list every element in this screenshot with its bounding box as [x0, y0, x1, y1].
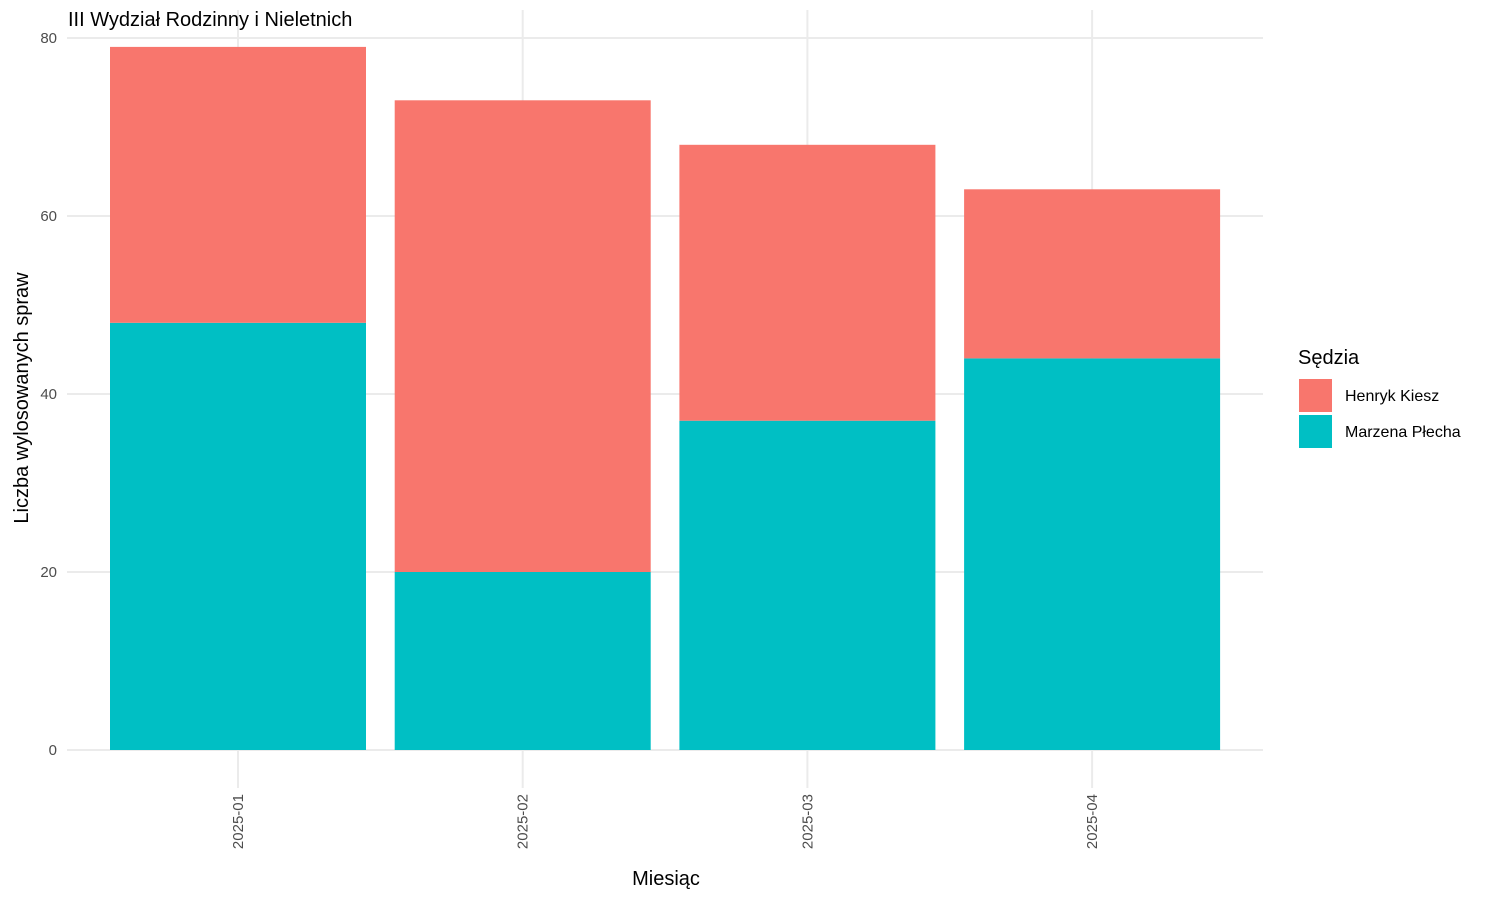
y-tick-label: 60 — [40, 208, 57, 225]
bar-2025-02-series-1 — [394, 100, 651, 573]
chart-title: III Wydział Rodzinny i Nieletnich — [68, 9, 352, 31]
legend-items: Henryk Kiesz Marzena Płecha — [1299, 379, 1461, 448]
y-axis-ticks: 0 20 40 60 80 — [40, 30, 57, 759]
y-tick-label: 80 — [40, 30, 57, 47]
bar-2025-04-series-1 — [964, 189, 1221, 359]
legend-swatch — [1299, 379, 1332, 412]
bar-2025-03-series-1 — [679, 144, 936, 421]
x-axis-ticks: 2025-01 2025-02 2025-03 2025-04 — [230, 794, 1101, 849]
legend-label: Marzena Płecha — [1345, 424, 1461, 441]
bar-2025-02-series-0 — [394, 572, 651, 750]
legend-title: Sędzia — [1298, 347, 1360, 369]
y-axis-title: Liczba wylosowanych spraw — [11, 272, 33, 524]
x-tick-label: 2025-03 — [799, 794, 816, 849]
bar-2025-04-series-0 — [964, 358, 1221, 750]
bars — [110, 46, 1221, 750]
legend: Sędzia Henryk Kiesz Marzena Płecha — [1298, 347, 1461, 448]
x-tick-label: 2025-04 — [1084, 794, 1101, 849]
bar-2025-03-series-0 — [679, 420, 936, 750]
y-tick-label: 40 — [40, 386, 57, 403]
bar-2025-01-series-0 — [110, 322, 366, 750]
y-tick-label: 0 — [49, 742, 57, 759]
y-tick-label: 20 — [40, 564, 57, 581]
legend-swatch — [1299, 415, 1332, 448]
x-tick-label: 2025-02 — [515, 794, 532, 849]
x-axis-title: Miesiąc — [632, 868, 700, 890]
bar-2025-01-series-1 — [110, 46, 366, 323]
x-tick-label: 2025-01 — [230, 794, 247, 849]
legend-label: Henryk Kiesz — [1345, 388, 1439, 405]
